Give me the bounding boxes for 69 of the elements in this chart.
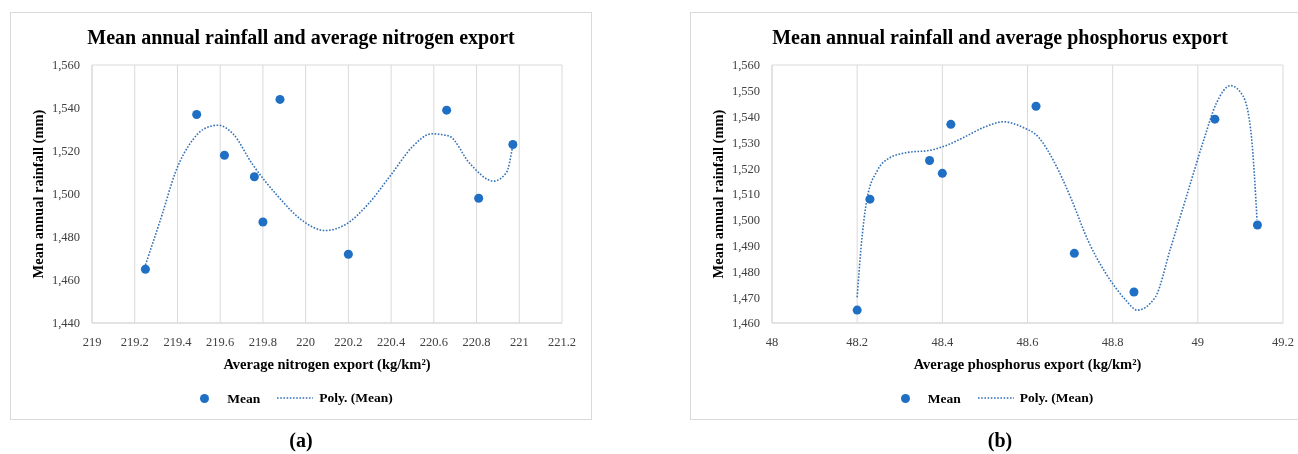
x-tick-label: 49.2 <box>1272 334 1294 349</box>
x-tick-label: 219.8 <box>248 334 277 349</box>
legend-label: Mean <box>227 389 261 408</box>
point <box>865 194 875 204</box>
y-tick-label: 1,530 <box>731 135 760 150</box>
legend-label: Poly. (Mean) <box>319 389 393 407</box>
point <box>1129 287 1139 297</box>
point <box>343 249 353 259</box>
x-tick-label: 48 <box>765 334 779 349</box>
y-axis-title: Mean annual rainfall (mm) <box>30 109 47 279</box>
point <box>219 150 229 160</box>
y-tick-label: 1,560 <box>51 58 80 73</box>
x-axis-title: Average phosphorus export (kg/km²) <box>913 356 1142 373</box>
y-tick-label: 1,460 <box>51 273 80 288</box>
y-tick-label: 1,500 <box>731 213 760 228</box>
y-tick-label: 1,460 <box>731 316 760 331</box>
point <box>192 109 202 119</box>
point <box>275 94 285 104</box>
x-tick-label: 48.2 <box>846 334 869 349</box>
y-tick-label: 1,540 <box>51 101 80 116</box>
point <box>937 168 947 178</box>
y-tick-label: 1,550 <box>731 84 760 99</box>
y-tick-label: 1,490 <box>731 239 760 254</box>
point <box>1069 248 1079 258</box>
chart-title: Mean annual rainfall and average nitrogen export <box>86 25 516 49</box>
point <box>442 105 452 115</box>
point <box>1252 220 1262 230</box>
point <box>258 217 268 227</box>
x-tick-label: 219 <box>82 334 102 349</box>
y-tick-label: 1,470 <box>731 290 760 305</box>
y-tick-label: 1,540 <box>731 110 760 125</box>
y-tick-label: 1,480 <box>51 230 80 245</box>
y-tick-label: 1,440 <box>51 316 80 331</box>
point <box>474 193 484 203</box>
x-tick-label: 48.6 <box>1016 334 1039 349</box>
x-tick-label: 48.8 <box>1101 334 1124 349</box>
text: (b) <box>986 428 1014 452</box>
x-tick-label: 220.6 <box>419 334 448 349</box>
x-tick-label: 219.6 <box>206 334 235 349</box>
legend-label: Mean <box>927 389 961 408</box>
x-tick-label: 220.4 <box>377 334 406 349</box>
y-tick-label: 1,560 <box>731 58 760 73</box>
y-tick-label: 1,520 <box>51 144 80 159</box>
legend-label: Poly. (Mean) <box>1019 389 1094 407</box>
y-axis-title: Mean annual rainfall (mm) <box>710 109 727 279</box>
y-tick-label: 1,500 <box>51 187 80 202</box>
x-tick-label: 220 <box>296 334 316 349</box>
x-tick-label: 219.4 <box>163 334 193 349</box>
x-tick-label: 221 <box>509 334 529 349</box>
y-tick-label: 1,510 <box>731 187 760 202</box>
chart-title: Mean annual rainfall and average phosphorus export <box>771 25 1229 49</box>
y-tick-label: 1,480 <box>731 264 760 279</box>
x-tick-label: 49 <box>1191 334 1205 349</box>
point <box>852 305 862 315</box>
point <box>140 264 150 274</box>
x-tick-label: 48.4 <box>931 334 955 349</box>
text: (a) <box>288 428 314 452</box>
point <box>925 155 935 165</box>
point <box>1210 114 1220 124</box>
x-tick-label: 219.2 <box>120 334 149 349</box>
x-tick-label: 220.2 <box>334 334 363 349</box>
point <box>508 140 518 150</box>
x-axis-title: Average nitrogen export (kg/km²) <box>223 356 431 373</box>
x-tick-label: 220.8 <box>462 334 491 349</box>
y-tick-label: 1,520 <box>731 161 760 176</box>
point <box>1031 101 1041 111</box>
point <box>946 119 956 129</box>
x-tick-label: 221.2 <box>547 334 577 349</box>
point <box>249 172 259 182</box>
